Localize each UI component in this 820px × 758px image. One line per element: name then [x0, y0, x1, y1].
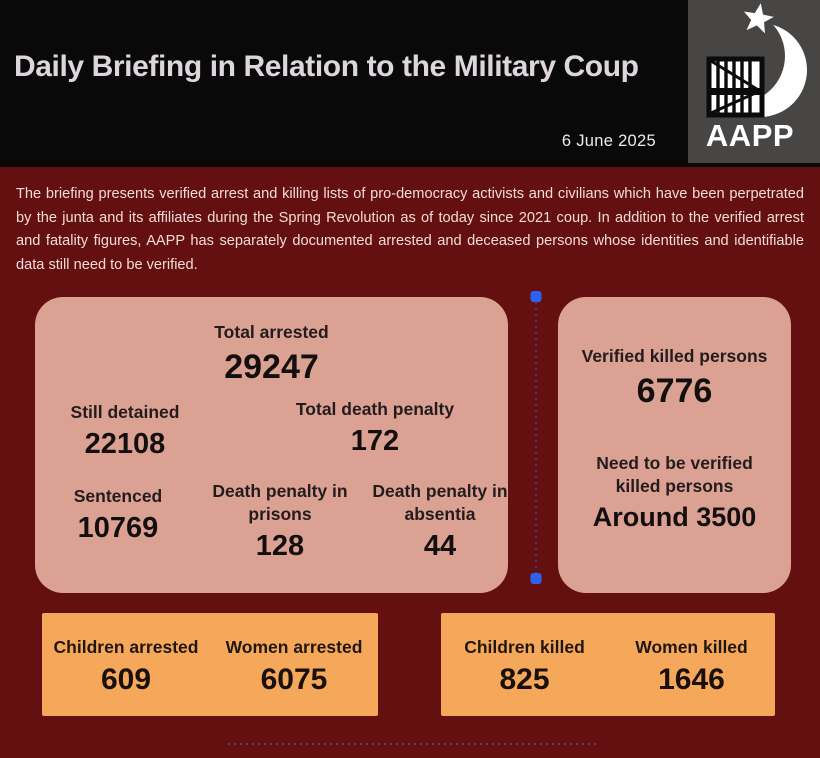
stat-total-arrested: Total arrested 29247 — [35, 321, 508, 388]
stat-value: 44 — [423, 529, 457, 562]
stat-label: Total arrested — [214, 322, 329, 342]
page-title: Daily Briefing in Relation to the Milita… — [14, 50, 639, 83]
stat-value: 6776 — [636, 371, 713, 410]
aapp-logo-graphic — [706, 3, 807, 118]
killed-demographics-bar: Children killed 825 Women killed 1646 — [441, 613, 775, 716]
stat-value: 6075 — [260, 663, 328, 696]
stat-children-arrested: Children arrested 609 — [42, 613, 210, 697]
stat-value: 172 — [350, 424, 400, 457]
stat-label: Death penalty in prisons — [212, 481, 348, 524]
stat-label: Women arrested — [225, 637, 363, 657]
stat-verified-killed: Verified killed persons 6776 — [558, 345, 791, 412]
stat-label: Sentenced — [73, 486, 163, 506]
stat-value: 22108 — [84, 427, 166, 460]
stat-label: Need to be verified killed persons — [596, 453, 753, 496]
date-label: 6 June 2025 — [561, 132, 656, 150]
stat-value: 1646 — [658, 663, 725, 696]
arrested-demographics-bar: Children arrested 609 Women arrested 607… — [42, 613, 378, 716]
arrest-stats-panel: Total arrested 29247 Still detained 2210… — [35, 297, 508, 593]
header-banner: Daily Briefing in Relation to the Milita… — [0, 0, 820, 167]
stat-label: Total death penalty — [295, 399, 455, 419]
stat-label: Women killed — [635, 637, 748, 657]
stat-death-penalty-prisons: Death penalty in prisons 128 — [200, 480, 360, 563]
stat-value: 609 — [100, 663, 152, 696]
aapp-logo: AAPP — [688, 0, 820, 163]
stat-label: Children killed — [464, 637, 585, 657]
drag-handle-top[interactable] — [530, 291, 542, 302]
stat-women-killed: Women killed 1646 — [608, 613, 775, 697]
stat-children-killed: Children killed 825 — [441, 613, 608, 697]
stat-value: 29247 — [224, 347, 319, 386]
stat-label: Still detained — [70, 402, 180, 422]
prison-gate-icon — [706, 56, 765, 118]
intro-paragraph: The briefing presents verified arrest an… — [16, 186, 804, 273]
stat-value: 825 — [499, 663, 550, 696]
stat-still-detained: Still detained 22108 — [35, 401, 215, 462]
aapp-logo-text: AAPP — [705, 118, 795, 153]
star-icon — [743, 3, 774, 34]
stat-value: 10769 — [77, 511, 159, 544]
divider-dotted-horizontal[interactable] — [228, 743, 600, 745]
stat-women-arrested: Women arrested 6075 — [210, 613, 378, 697]
stat-total-death-penalty: Total death penalty 172 — [275, 398, 475, 459]
stat-value: 128 — [255, 529, 305, 562]
drag-handle-bottom[interactable] — [530, 573, 542, 584]
stat-sentenced: Sentenced 10769 — [35, 485, 201, 546]
divider-dotted-vertical[interactable] — [530, 291, 542, 584]
stat-value: Around 3500 — [592, 501, 757, 532]
killed-stats-panel: Verified killed persons 6776 Need to be … — [558, 297, 791, 593]
stat-need-verified-killed: Need to be verified killed persons Aroun… — [558, 452, 791, 533]
stat-label: Children arrested — [53, 637, 199, 657]
stat-label: Death penalty in absentia — [372, 481, 508, 524]
stat-death-penalty-absentia: Death penalty in absentia 44 — [360, 480, 520, 563]
stat-label: Verified killed persons — [581, 346, 768, 366]
